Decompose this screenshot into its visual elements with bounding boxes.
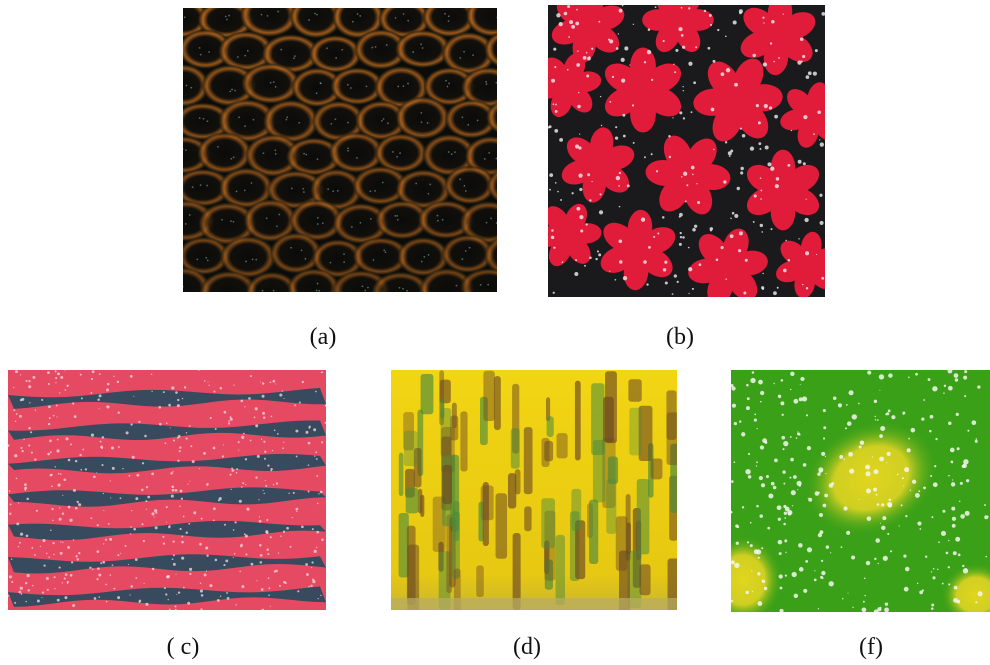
caption-f: (f) <box>859 634 883 660</box>
fabric-image-d <box>391 370 677 610</box>
caption-b: (b) <box>666 324 694 350</box>
fabric-image-c <box>8 370 326 610</box>
caption-a: (a) <box>309 324 337 350</box>
fabric-image-b <box>548 5 825 297</box>
caption-c: ( c) <box>166 634 200 660</box>
fabric-image-a <box>183 8 497 292</box>
caption-d: (d) <box>513 634 541 660</box>
fabric-image-f <box>731 370 990 612</box>
